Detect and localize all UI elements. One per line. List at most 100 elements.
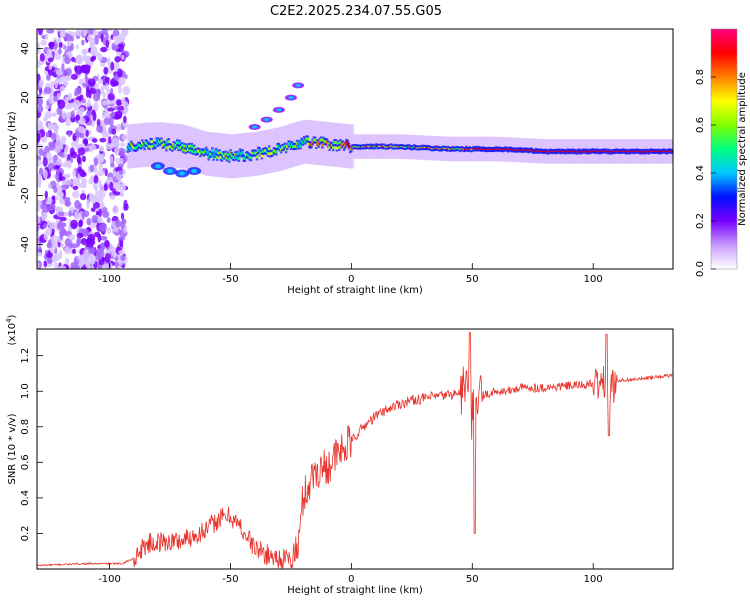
ridge-core <box>238 150 242 154</box>
ridge-core <box>486 148 490 150</box>
ridge-core <box>634 150 637 152</box>
noise-blob <box>121 54 125 61</box>
noise-blob <box>77 117 86 125</box>
ridge-core <box>246 153 249 157</box>
noise-blob <box>57 48 62 55</box>
ridge-core <box>495 148 498 150</box>
ridge-core <box>623 150 626 152</box>
noise-blob <box>47 258 53 265</box>
spectrogram-x-ticks: -100 -50 0 50 100 <box>98 263 603 285</box>
noise-blob <box>99 223 107 232</box>
ridge-core <box>403 146 406 148</box>
ridge-core <box>273 149 277 153</box>
ridge-core <box>503 148 507 150</box>
ridge-core <box>526 149 530 151</box>
ridge-core <box>530 149 533 151</box>
noise-blob <box>116 43 125 53</box>
noise-blob <box>79 182 87 189</box>
ridge-core <box>560 150 563 152</box>
ridge-core <box>380 145 383 147</box>
ridge-core <box>593 150 596 152</box>
noise-blob <box>114 56 122 63</box>
ridge-core <box>494 148 497 150</box>
ridge-core <box>539 150 543 152</box>
ridge-core <box>617 150 620 152</box>
ridge-core <box>365 145 369 147</box>
ridge-core <box>550 151 554 153</box>
ridge-core <box>449 148 452 150</box>
noise-blob <box>107 29 114 32</box>
ridge-core <box>559 151 562 153</box>
noise-blob <box>91 138 98 143</box>
noise-blob <box>65 144 69 152</box>
ridge-core <box>415 147 418 149</box>
ridge-core <box>190 144 193 148</box>
colorbar-label: Normalized spectral amplitude <box>737 72 748 226</box>
noise-blob <box>104 252 111 263</box>
noise-blob <box>109 195 116 200</box>
ridge-core <box>408 146 411 148</box>
ridge-core <box>596 151 600 153</box>
ridge-core <box>312 138 316 142</box>
noise-blob <box>94 34 99 45</box>
noise-blob <box>75 44 79 50</box>
ridge-core <box>356 146 359 148</box>
noise-blob <box>109 181 114 191</box>
ridge-core <box>138 143 141 147</box>
ridge-core <box>579 151 583 153</box>
ridge-core <box>646 150 649 152</box>
ridge-core <box>577 150 580 152</box>
ridge-core <box>351 146 354 148</box>
noise-blob <box>44 114 48 122</box>
x-tick-label: 0 <box>348 274 354 285</box>
noise-blob <box>37 251 43 257</box>
ridge-core <box>358 146 362 148</box>
ridge-core <box>637 150 641 152</box>
noise-blob <box>63 68 67 77</box>
noise-blob <box>61 111 67 120</box>
noise-blob <box>76 153 81 164</box>
ridge-core <box>639 151 642 153</box>
noise-blob <box>102 36 107 46</box>
ridge-core <box>134 146 138 150</box>
ridge-core <box>254 151 258 155</box>
noise-blob <box>96 153 104 164</box>
ridge-core <box>322 138 325 142</box>
ridge-core <box>139 144 143 148</box>
ridge-core <box>465 147 468 149</box>
noise-blob <box>103 116 111 126</box>
noise-blob <box>117 265 122 269</box>
ridge-core <box>127 145 131 149</box>
ridge-core <box>154 144 157 148</box>
ridge-core <box>303 137 306 141</box>
ridge-core <box>340 143 343 147</box>
noise-blob <box>70 73 78 80</box>
noise-blob <box>59 41 63 48</box>
ridge-core <box>468 148 472 150</box>
ridge-core <box>172 143 175 147</box>
ridge-core <box>270 151 273 155</box>
ridge-core <box>443 147 446 149</box>
ridge-core <box>599 151 602 153</box>
ridge-core <box>531 150 534 152</box>
noise-blob <box>118 249 126 255</box>
ridge-core <box>485 149 488 151</box>
noise-blob <box>37 173 42 182</box>
ridge-core <box>521 149 525 151</box>
ridge-core <box>605 150 608 152</box>
ridge-core <box>278 146 282 150</box>
ridge-core <box>196 149 200 153</box>
ridge-core <box>410 147 414 149</box>
ridge-core <box>350 147 353 151</box>
ridge-core <box>475 148 479 150</box>
noise-blob <box>45 131 50 138</box>
noise-blob <box>44 105 50 110</box>
noise-blob <box>86 35 93 42</box>
ridge-core <box>211 149 214 153</box>
ridge-core <box>201 150 204 154</box>
colorbar: 0.0 0.2 0.4 0.6 0.8 Normalized spectral ampl… <box>695 28 748 277</box>
noise-blob <box>93 157 99 167</box>
ridge-core <box>604 150 607 152</box>
ridge-core <box>564 151 567 153</box>
